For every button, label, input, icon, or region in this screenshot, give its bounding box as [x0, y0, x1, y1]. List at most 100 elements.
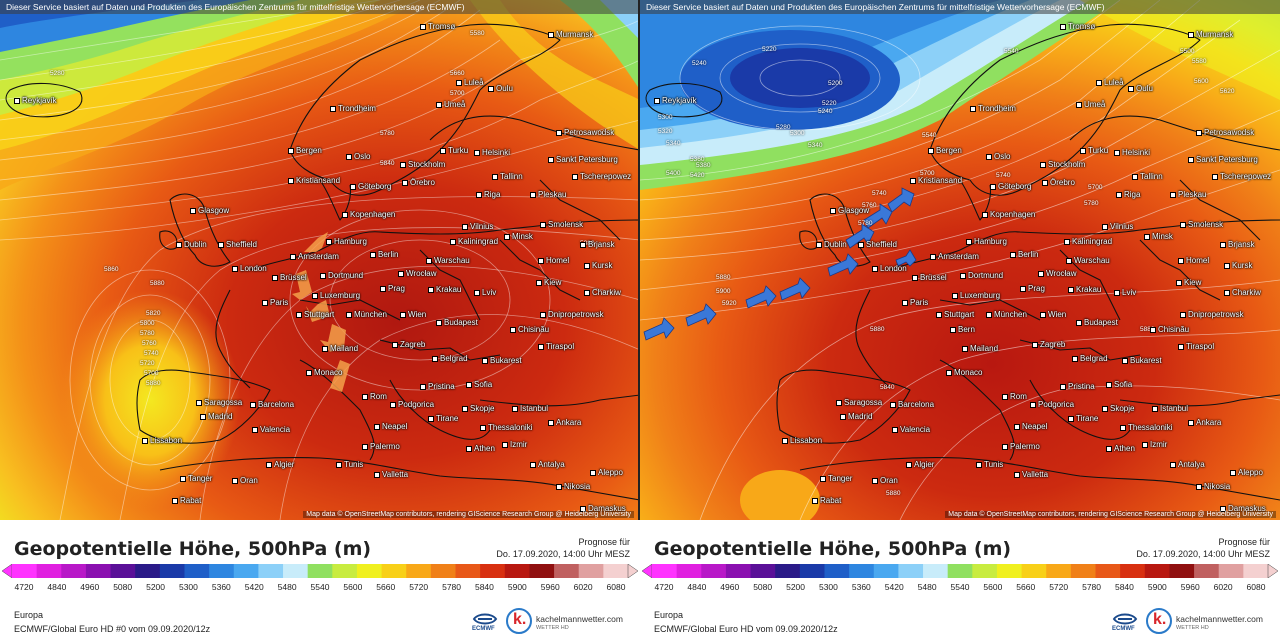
city-label: Kopenhagen [982, 210, 1035, 219]
city-label: Tallinn [1132, 172, 1163, 181]
city-label: Aleppo [1230, 468, 1263, 477]
scale-color-swatch [455, 564, 481, 578]
city-label: Luxemburg [952, 291, 1000, 300]
scale-color-swatch [1144, 564, 1170, 578]
city-label: Vilnius [1102, 222, 1133, 231]
city-label: Umeå [436, 100, 465, 109]
city-label: Istanbul [512, 404, 548, 413]
city-label: Paris [262, 298, 288, 307]
isoline-value-label: 5400 [666, 170, 681, 177]
legend-title: Geopotentielle Höhe, 500hPa (m) [654, 538, 1012, 560]
city-label: Kopenhagen [342, 210, 395, 219]
scale-color-swatch [61, 564, 87, 578]
scale-color-swatch [923, 564, 949, 578]
city-label: Aleppo [590, 468, 623, 477]
city-label: Thessaloniki [1120, 423, 1172, 432]
scale-tick-label: 4720 [14, 582, 34, 592]
ecmwf-logo-icon [472, 613, 498, 625]
city-label: Sankt Petersburg [548, 155, 618, 164]
city-label: Antalya [1170, 460, 1205, 469]
city-label: Stuttgart [296, 310, 334, 319]
isoline-value-label: 5880 [870, 326, 885, 333]
isoline-value-label: 5840 [880, 384, 895, 391]
city-label: Riga [1116, 190, 1140, 199]
isoline-value-label: 5840 [380, 160, 395, 167]
isoline-value-label: 5380 [696, 162, 711, 169]
city-label: Sankt Petersburg [1188, 155, 1258, 164]
scale-color-swatch [1021, 564, 1047, 578]
scale-tick-label: 5840 [474, 582, 494, 592]
city-label: Monaco [306, 368, 342, 377]
scale-color-swatch [159, 564, 185, 578]
city-label: Zagreb [392, 340, 425, 349]
city-label: Kursk [1224, 261, 1252, 270]
scale-tick-label: 5960 [540, 582, 560, 592]
city-label: Göteborg [990, 182, 1031, 191]
city-label: Paris [902, 298, 928, 307]
city-label: Stockholm [400, 160, 445, 169]
map-view[interactable]: Dieser Service basiert auf Daten und Pro… [0, 0, 640, 520]
city-label: Tallinn [492, 172, 523, 181]
scale-tick-label: 5080 [113, 582, 133, 592]
isoline-value-label: 5880 [886, 490, 901, 497]
scale-arrow-left [2, 564, 13, 578]
isoline-value-label: 5760 [142, 340, 157, 347]
city-label: Stockholm [1040, 160, 1085, 169]
forecast-label: Prognose für [578, 537, 630, 547]
scale-color-swatch [775, 564, 801, 578]
city-label: Belgrad [1072, 354, 1108, 363]
isoline-value-label: 5580 [470, 30, 485, 37]
map-attribution[interactable]: Map data © OpenStreetMap contributors, r… [945, 511, 1276, 518]
city-label: Dublin [176, 240, 207, 249]
model-run-label: ECMWF/Global Euro HD vom 09.09.2020/12z [654, 624, 838, 634]
scale-tick-label: 6080 [606, 582, 626, 592]
isoline-value-label: 5860 [104, 266, 119, 273]
scale-color-swatch [480, 564, 506, 578]
logo-group: ECMWF k. kachelmannwetter.com WETTER HD [1112, 608, 1272, 638]
city-label: Warschau [1066, 256, 1110, 265]
city-label: Sheffield [858, 240, 897, 249]
city-label: Pristina [420, 382, 455, 391]
scale-tick-label: 5480 [277, 582, 297, 592]
city-label: Oulu [1128, 84, 1153, 93]
city-label: Kristiansand [288, 176, 340, 185]
scale-color-swatch [676, 564, 702, 578]
ecmwf-logo-text: ECMWF [1112, 626, 1135, 632]
forecast-time: Prognose für Do. 17.09.2020, 14:00 Uhr M… [496, 536, 630, 560]
city-label: Smolensk [540, 220, 583, 229]
scale-tick-label: 5080 [753, 582, 773, 592]
city-label: Trondheim [970, 104, 1016, 113]
city-label: Tiraspol [1178, 342, 1214, 351]
scale-color-swatch [504, 564, 530, 578]
map-view[interactable]: Dieser Service basiert auf Daten und Pro… [640, 0, 1280, 520]
isoline-value-label: 5600 [1194, 78, 1209, 85]
city-label: Luleå [456, 78, 484, 87]
kachelmann-brand[interactable]: kachelmannwetter.com [1176, 614, 1263, 624]
ecmwf-logo: ECMWF [1112, 612, 1140, 636]
scale-color-swatch [1194, 564, 1220, 578]
city-label: Damaskus [580, 504, 626, 513]
scale-color-swatch [603, 564, 629, 578]
scale-color-swatch [1218, 564, 1244, 578]
scale-color-swatch [430, 564, 457, 578]
isoline-value-label: 5220 [822, 100, 837, 107]
color-scale-ticks: 4720 4840 4960 5080 5200 5300 5360 5420 5480 5540… [640, 582, 1280, 594]
isoline-value-label: 5900 [716, 288, 731, 295]
ecmwf-logo-text: ECMWF [472, 626, 495, 632]
map-attribution[interactable]: Map data © OpenStreetMap contributors, r… [303, 511, 634, 518]
city-label: Vilnius [462, 222, 493, 231]
isoline-value-label: 5500 [1180, 48, 1195, 55]
scale-tick-label: 4960 [720, 582, 740, 592]
isoline-value-label: 5280 [776, 124, 791, 131]
city-label: Podgorica [1030, 400, 1074, 409]
city-label: Budapest [436, 318, 478, 327]
city-label: Brüssel [912, 273, 947, 282]
scale-tick-label: 5900 [1147, 582, 1167, 592]
city-label: Brjansk [1220, 240, 1255, 249]
scale-color-swatch [849, 564, 875, 578]
kachelmann-brand[interactable]: kachelmannwetter.com [536, 614, 623, 624]
city-label: Ankara [548, 418, 581, 427]
city-label: Amsterdam [930, 252, 979, 261]
city-label: München [346, 310, 387, 319]
isoline-value-label: 5420 [690, 172, 705, 179]
